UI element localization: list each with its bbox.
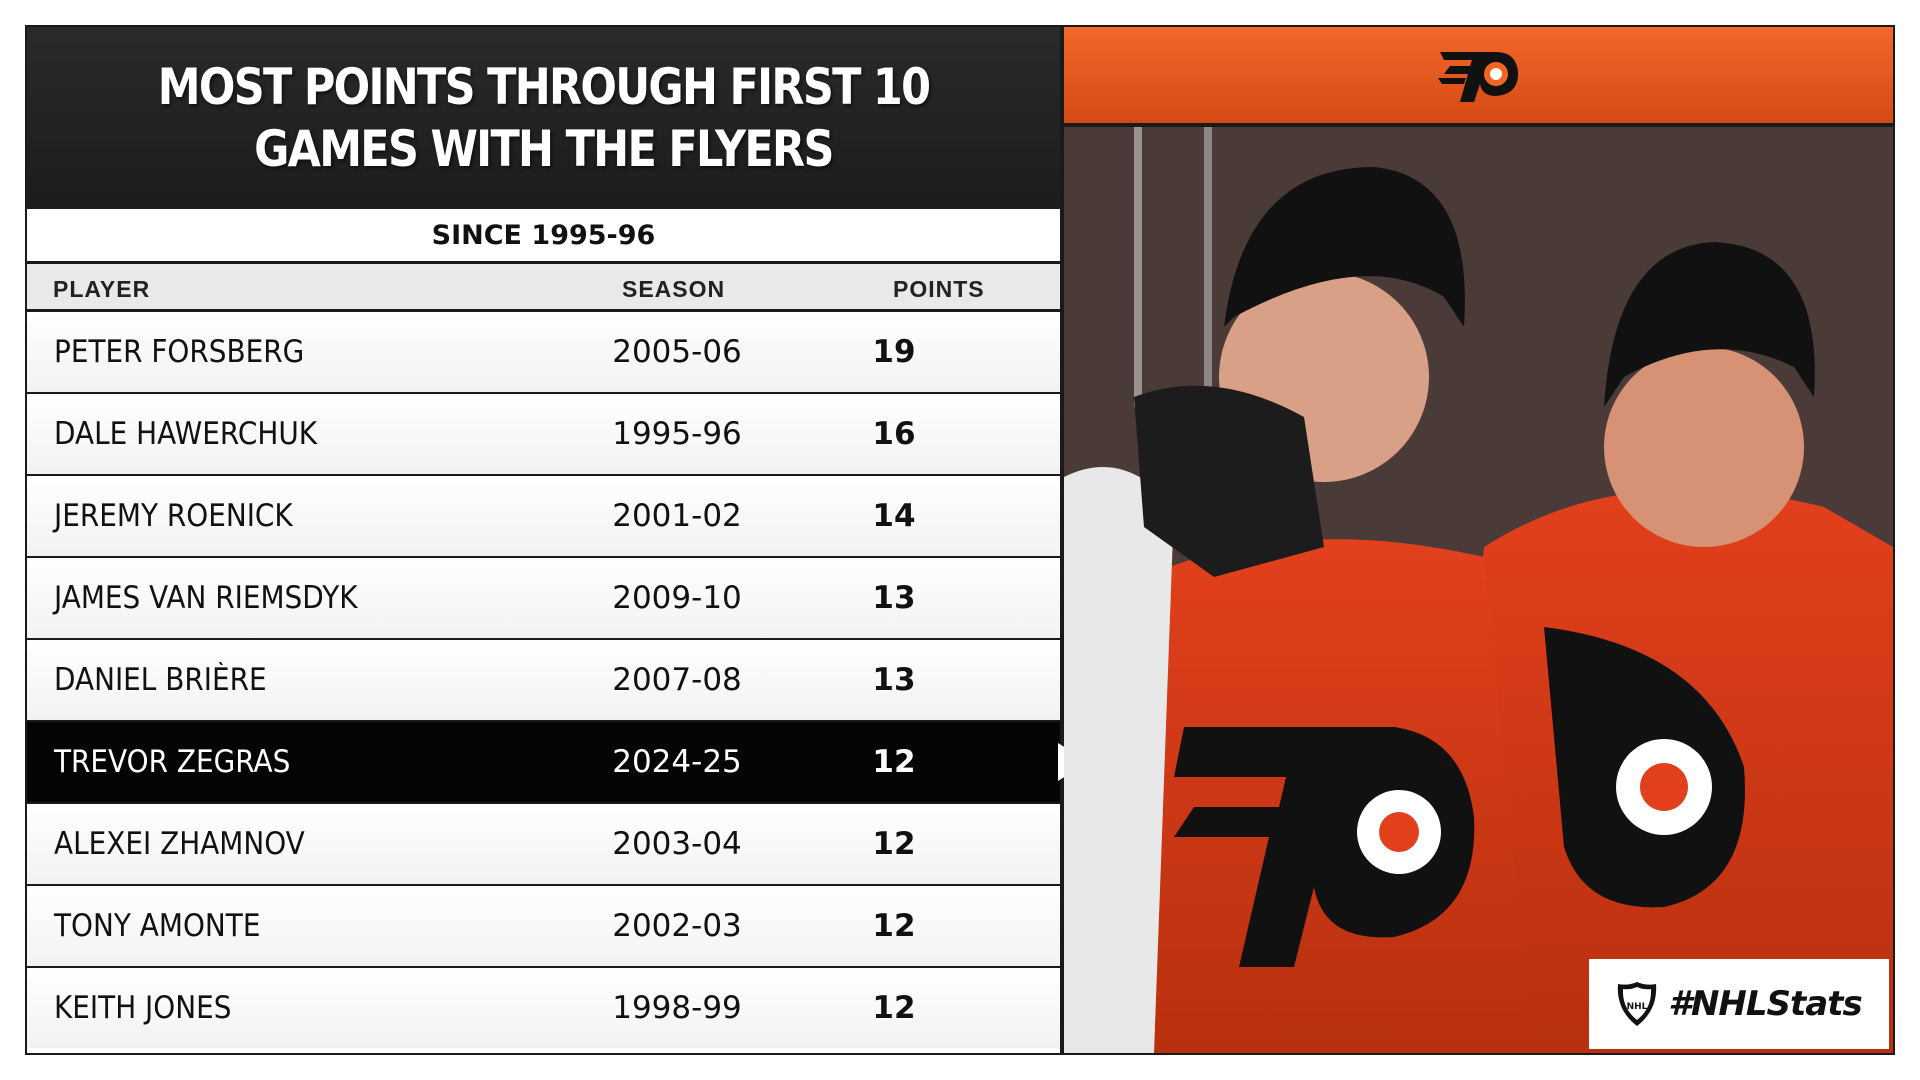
players-celebrating-image	[1064, 127, 1893, 1053]
cell-points: 13	[872, 662, 916, 698]
page-title-line-1: MOST POINTS THROUGH FIRST 10	[157, 58, 931, 116]
table-header: PLAYER SEASON POINTS	[27, 264, 1060, 312]
stats-panel: MOST POINTS THROUGH FIRST 10 GAMES WITH …	[27, 27, 1088, 1053]
table-row: DALE HAWERCHUK 1995-96 16	[27, 394, 1060, 476]
cell-season: 2007-08	[612, 662, 742, 698]
column-header-player: PLAYER	[53, 276, 151, 302]
column-header-points: POINTS	[893, 276, 985, 302]
cell-points: 12	[872, 744, 916, 780]
table-row: TONY AMONTE 2002-03 12	[27, 886, 1060, 968]
cell-points: 14	[872, 498, 916, 534]
cell-season: 1998-99	[612, 990, 742, 1026]
hashtag-text: #NHLStats	[1668, 984, 1862, 1024]
cell-points: 12	[872, 826, 916, 862]
cell-season: 1995-96	[612, 416, 742, 452]
cell-player: PETER FORSBERG	[54, 334, 305, 370]
cell-season: 2024-25	[612, 744, 742, 780]
cell-season: 2002-03	[612, 908, 742, 944]
cell-season: 2003-04	[612, 826, 742, 862]
cell-points: 12	[872, 908, 916, 944]
table-row: DANIEL BRIÈRE 2007-08 13	[27, 640, 1060, 722]
cell-points: 13	[872, 580, 916, 616]
cell-points: 16	[872, 416, 916, 452]
cell-player: TONY AMONTE	[54, 908, 261, 944]
player-photo: NHL #NHLStats	[1064, 127, 1893, 1053]
cell-points: 12	[872, 990, 916, 1026]
cell-player: JEREMY ROENICK	[54, 498, 293, 534]
cell-season: 2009-10	[612, 580, 742, 616]
cell-player: KEITH JONES	[54, 990, 232, 1026]
table-row: KEITH JONES 1998-99 12	[27, 968, 1060, 1048]
cell-player: ALEXEI ZHAMNOV	[54, 826, 305, 862]
title-box: MOST POINTS THROUGH FIRST 10 GAMES WITH …	[27, 27, 1060, 209]
subtitle: SINCE 1995-96	[27, 209, 1060, 264]
table-row-highlighted: TREVOR ZEGRAS 2024-25 12	[27, 722, 1088, 804]
cell-season: 2005-06	[612, 334, 742, 370]
table-row: PETER FORSBERG 2005-06 19	[27, 312, 1060, 394]
page-title-line-2: GAMES WITH THE FLYERS	[254, 120, 834, 178]
table-row: JEREMY ROENICK 2001-02 14	[27, 476, 1060, 558]
cell-player: JAMES VAN RIEMSDYK	[54, 580, 358, 616]
nhl-stats-badge: NHL #NHLStats	[1589, 959, 1889, 1049]
table-row: ALEXEI ZHAMNOV 2003-04 12	[27, 804, 1060, 886]
table-row: JAMES VAN RIEMSDYK 2009-10 13	[27, 558, 1060, 640]
team-logo-bar	[1064, 27, 1893, 127]
cell-points: 19	[872, 334, 916, 370]
cell-player: DALE HAWERCHUK	[54, 416, 318, 452]
nhl-shield-icon: NHL	[1618, 982, 1657, 1026]
cell-player: TREVOR ZEGRAS	[54, 744, 291, 780]
table-body: PETER FORSBERG 2005-06 19 DALE HAWERCHUK 199…	[27, 312, 1088, 1048]
column-header-season: SEASON	[622, 276, 726, 302]
cell-player: DANIEL BRIÈRE	[54, 662, 267, 698]
cell-season: 2001-02	[612, 498, 742, 534]
photo-panel: NHL #NHLStats	[1064, 27, 1893, 1053]
svg-text:NHL: NHL	[1627, 1002, 1648, 1012]
flyers-logo-icon	[1437, 52, 1518, 102]
